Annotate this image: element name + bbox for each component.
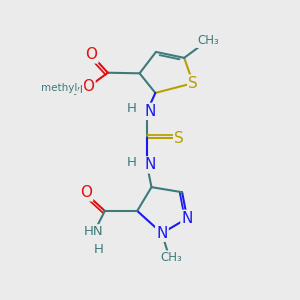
Text: N: N bbox=[144, 104, 156, 119]
Text: O: O bbox=[82, 80, 94, 94]
Text: S: S bbox=[188, 76, 198, 91]
Text: N: N bbox=[144, 158, 156, 172]
Text: methyl: methyl bbox=[44, 85, 83, 95]
Text: CH₃: CH₃ bbox=[160, 251, 182, 264]
Text: H: H bbox=[94, 243, 104, 256]
Text: HN: HN bbox=[84, 225, 103, 238]
Text: N: N bbox=[182, 211, 193, 226]
Text: N: N bbox=[156, 226, 168, 241]
Text: H: H bbox=[127, 156, 137, 169]
Text: S: S bbox=[174, 130, 184, 146]
Text: methyl: methyl bbox=[41, 83, 77, 94]
Text: CH₃: CH₃ bbox=[197, 34, 219, 47]
Text: H: H bbox=[127, 103, 137, 116]
Text: O: O bbox=[85, 47, 98, 62]
Text: O: O bbox=[80, 185, 92, 200]
